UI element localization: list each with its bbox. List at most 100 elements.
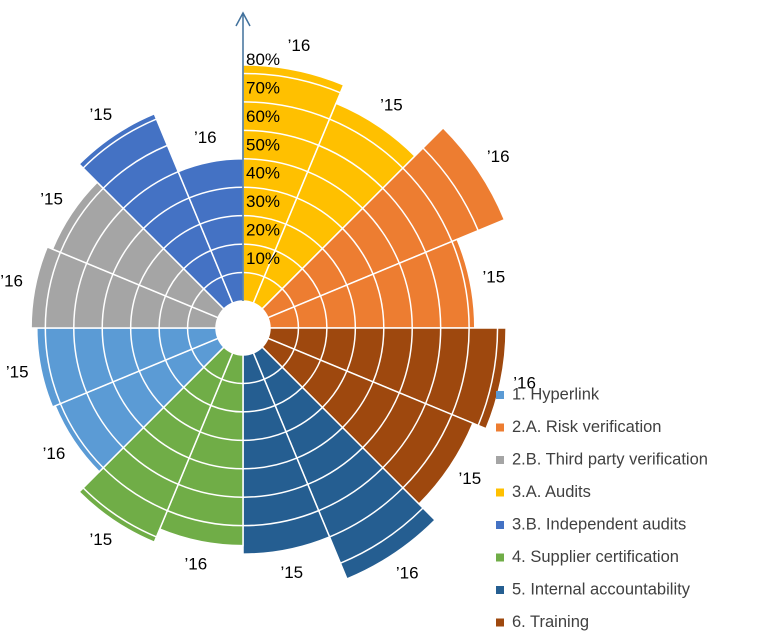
grid-arc <box>85 392 124 449</box>
legend-swatch <box>496 456 504 464</box>
grid-arc <box>129 284 140 329</box>
axis-arrow <box>235 11 251 27</box>
grid-arc <box>102 467 168 512</box>
grid-arc <box>340 507 424 564</box>
grid-arc <box>59 403 104 469</box>
grid-arc <box>329 487 404 538</box>
grid-arc <box>44 252 62 329</box>
r-tick-label: 40% <box>246 164 280 183</box>
grid-arc <box>210 243 244 252</box>
sector <box>261 337 474 506</box>
grid-arc <box>59 187 104 253</box>
legend-swatch <box>496 423 504 432</box>
grid-arc <box>163 406 201 433</box>
grid-arc <box>242 72 341 94</box>
grid-arc <box>122 447 179 486</box>
grid-arc <box>101 327 114 383</box>
grid-arc <box>319 327 328 361</box>
grid-arc <box>138 370 165 408</box>
sector <box>261 126 506 319</box>
grid-arc <box>329 118 404 169</box>
r-tick-label: 50% <box>246 135 280 154</box>
grid-arc <box>138 248 165 286</box>
grid-arc <box>301 359 322 388</box>
grid-arc <box>342 227 374 275</box>
grid-arc <box>242 243 276 252</box>
grid-arc <box>242 404 276 413</box>
sector <box>266 327 507 430</box>
grid-arc <box>274 386 303 407</box>
period-label: ’16 <box>194 128 217 147</box>
period-label: ’16 <box>288 36 311 55</box>
period-label: ’15 <box>90 105 113 124</box>
grid-arc <box>451 327 470 415</box>
sector <box>252 102 417 310</box>
sector <box>266 238 476 329</box>
grid-arc <box>73 327 88 394</box>
grid-arc <box>164 268 185 297</box>
grid-arc <box>163 223 201 250</box>
grid-arc <box>382 187 427 253</box>
grid-arc <box>183 249 212 270</box>
grid-arc <box>177 483 244 498</box>
period-label: ’15 <box>380 95 403 114</box>
sector <box>54 337 225 473</box>
legend-swatch <box>496 521 504 529</box>
period-label: ’15 <box>40 190 63 209</box>
grid-arc <box>85 207 124 264</box>
grid-arc <box>82 487 157 538</box>
grid-arc <box>296 197 344 229</box>
legend-swatch <box>496 618 504 627</box>
sector <box>177 158 244 305</box>
grid-arc <box>242 509 319 527</box>
grid-arc <box>188 186 244 199</box>
grid-arc <box>398 262 413 329</box>
grid-arc <box>199 214 244 225</box>
grid-arc <box>102 144 168 189</box>
legend-label: 3.A. Audits <box>512 483 591 501</box>
period-label: ’15 <box>280 563 303 582</box>
sectors <box>30 64 507 580</box>
grid-arc <box>296 427 344 459</box>
grid-arc <box>402 167 453 242</box>
period-label: ’15 <box>90 530 113 549</box>
grid-arc <box>183 386 212 407</box>
grid-arc <box>382 403 427 469</box>
legend-label: 4. Supplier certification <box>512 548 679 566</box>
grid-arc <box>372 273 385 329</box>
grid-arc <box>242 101 330 120</box>
legend-swatch <box>496 586 504 594</box>
period-label: ’15 <box>483 268 506 287</box>
grid-arc <box>451 241 470 329</box>
grid-arc <box>422 147 479 231</box>
grid-arc <box>44 327 62 404</box>
grid-arc <box>242 186 298 199</box>
grid-arc <box>112 381 144 429</box>
sector <box>36 327 220 408</box>
grid-arc <box>101 273 114 329</box>
legend-label: 2.B. Third party verification <box>512 450 708 468</box>
grid-arc <box>242 457 298 470</box>
legend-swatch <box>496 391 504 399</box>
period-label: ’15 <box>6 362 29 381</box>
grid-arc <box>158 295 167 329</box>
sector <box>158 351 244 547</box>
sector <box>30 245 220 329</box>
legend-swatch <box>496 488 504 497</box>
sector <box>51 181 225 319</box>
grid-arc <box>242 129 319 147</box>
grid-arc <box>242 158 309 173</box>
grid-arc <box>307 170 364 209</box>
grid-arc <box>301 268 322 297</box>
grid-arc <box>319 295 328 329</box>
grid-arc <box>346 327 357 372</box>
period-label: ’16 <box>185 554 208 573</box>
grid-arc <box>142 197 190 229</box>
grid-arc <box>346 284 357 329</box>
grid-arc <box>321 248 348 286</box>
grid-arc <box>342 381 374 429</box>
grid-arc <box>402 414 453 489</box>
grid-arc <box>285 223 323 250</box>
sector <box>242 351 331 555</box>
